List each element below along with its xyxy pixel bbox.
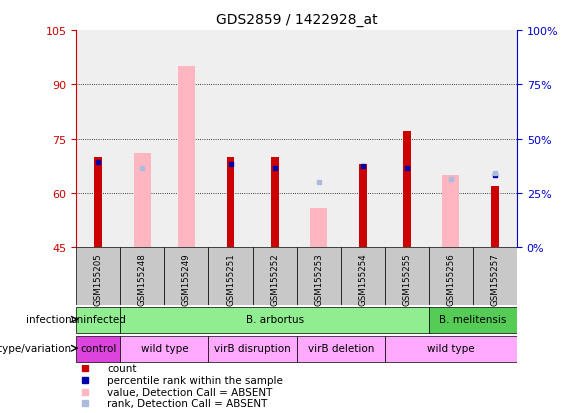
Text: GSM155249: GSM155249	[182, 252, 191, 305]
Bar	[341, 248, 385, 306]
Bar	[164, 248, 208, 306]
Text: GSM155256: GSM155256	[446, 252, 455, 305]
Text: count: count	[107, 363, 137, 373]
Text: value, Detection Call = ABSENT: value, Detection Call = ABSENT	[107, 387, 272, 396]
Bar	[208, 248, 253, 306]
Text: wild type: wild type	[141, 344, 188, 354]
Bar	[76, 307, 120, 333]
Text: GSM155255: GSM155255	[402, 252, 411, 305]
Text: virB deletion: virB deletion	[307, 344, 374, 354]
Bar	[491, 186, 499, 248]
Text: wild type: wild type	[427, 344, 475, 354]
Bar	[164, 31, 208, 248]
Bar	[227, 157, 234, 248]
Bar	[341, 31, 385, 248]
Bar	[134, 154, 151, 248]
Bar	[429, 248, 473, 306]
Bar	[359, 165, 367, 248]
Bar	[385, 248, 429, 306]
Bar	[208, 31, 253, 248]
Bar	[385, 336, 517, 362]
Text: virB disruption: virB disruption	[214, 344, 291, 354]
Text: B. arbortus: B. arbortus	[246, 315, 303, 325]
Bar	[120, 307, 429, 333]
Bar	[442, 176, 459, 248]
Text: rank, Detection Call = ABSENT: rank, Detection Call = ABSENT	[107, 399, 267, 408]
Bar	[76, 248, 120, 306]
Bar	[76, 336, 120, 362]
Bar	[310, 208, 327, 248]
Text: GSM155257: GSM155257	[490, 252, 499, 305]
Bar	[385, 31, 429, 248]
Bar	[253, 31, 297, 248]
Text: infection: infection	[26, 315, 72, 325]
Text: GSM155254: GSM155254	[358, 252, 367, 305]
Text: B. melitensis: B. melitensis	[439, 315, 507, 325]
Bar	[297, 336, 385, 362]
Bar	[271, 157, 279, 248]
Bar	[473, 248, 517, 306]
Text: GSM155248: GSM155248	[138, 252, 147, 305]
Bar	[429, 31, 473, 248]
Bar	[473, 31, 517, 248]
Text: genotype/variation: genotype/variation	[0, 344, 72, 354]
Bar	[178, 67, 195, 248]
Bar	[297, 248, 341, 306]
Text: GSM155253: GSM155253	[314, 252, 323, 305]
Text: percentile rank within the sample: percentile rank within the sample	[107, 375, 283, 385]
Text: GSM155251: GSM155251	[226, 252, 235, 305]
Bar	[120, 31, 164, 248]
Bar	[429, 307, 517, 333]
Bar	[120, 336, 208, 362]
Bar	[403, 132, 411, 248]
Text: control: control	[80, 344, 116, 354]
Bar	[208, 336, 297, 362]
Text: GSM155205: GSM155205	[94, 252, 103, 305]
Bar	[94, 157, 102, 248]
Bar	[120, 248, 164, 306]
Bar	[297, 31, 341, 248]
Title: GDS2859 / 1422928_at: GDS2859 / 1422928_at	[216, 13, 377, 27]
Text: GSM155252: GSM155252	[270, 252, 279, 305]
Bar	[253, 248, 297, 306]
Bar	[76, 31, 120, 248]
Text: uninfected: uninfected	[71, 315, 126, 325]
